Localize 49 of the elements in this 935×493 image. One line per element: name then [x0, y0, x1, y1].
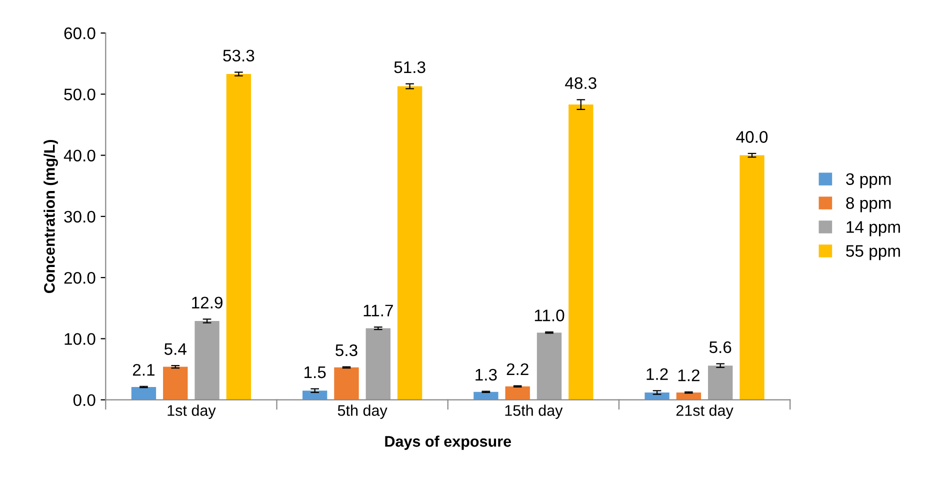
bar: [505, 386, 530, 400]
bar: [194, 320, 220, 400]
data-label: 11.7: [364, 304, 393, 316]
data-label: 1.2: [678, 369, 700, 382]
legend-label: 3 ppm: [846, 173, 891, 188]
data-label: 40.0: [736, 131, 768, 143]
x-tick-label: 15th day: [505, 404, 563, 419]
y-tick-label: 40.0: [64, 150, 96, 162]
legend-label: 55 ppm: [846, 245, 900, 260]
bar: [302, 390, 328, 400]
bar: [536, 332, 562, 400]
legend-label: 8 ppm: [846, 197, 891, 212]
bar: [226, 74, 252, 400]
bar: [568, 104, 594, 400]
data-label: 5.6: [709, 341, 732, 354]
bar: [397, 86, 422, 400]
data-label: 48.3: [565, 77, 596, 90]
data-label: 1.2: [646, 368, 668, 380]
bar: [163, 366, 188, 400]
y-tick-label: 20.0: [64, 272, 96, 284]
x-tick-label: 21st day: [676, 404, 734, 419]
y-tick-label: 60.0: [64, 27, 96, 40]
legend-label: 14 ppm: [846, 221, 900, 236]
data-label: 53.3: [223, 50, 254, 62]
bar: [474, 392, 498, 400]
data-label: 1.3: [476, 368, 497, 381]
data-label: 1.5: [304, 366, 326, 378]
data-label: 2.1: [132, 364, 154, 376]
bar: [131, 386, 156, 400]
y-axis-title: Concentration (mg/L): [44, 140, 58, 294]
data-label: 2.2: [506, 363, 528, 375]
x-tick-label: 1st day: [168, 404, 216, 419]
data-label: 51.3: [394, 61, 426, 74]
bar: [676, 392, 702, 400]
y-tick-label: 50.0: [64, 88, 96, 100]
bar: [366, 328, 390, 400]
y-tick-label: 0.0: [73, 394, 96, 406]
data-label: 11.0: [534, 310, 564, 322]
y-tick-label: 30.0: [64, 210, 96, 223]
bar: [334, 367, 359, 400]
y-tick-label: 10.0: [64, 333, 96, 345]
x-axis-title: Days of exposure: [385, 436, 512, 450]
bar: [740, 155, 764, 400]
x-tick-label: 5th day: [338, 404, 388, 419]
data-label: 12.9: [192, 296, 222, 308]
data-label: 5.4: [164, 343, 186, 355]
data-label: 5.3: [336, 344, 358, 356]
bar: [644, 392, 670, 400]
bar: [708, 366, 733, 400]
